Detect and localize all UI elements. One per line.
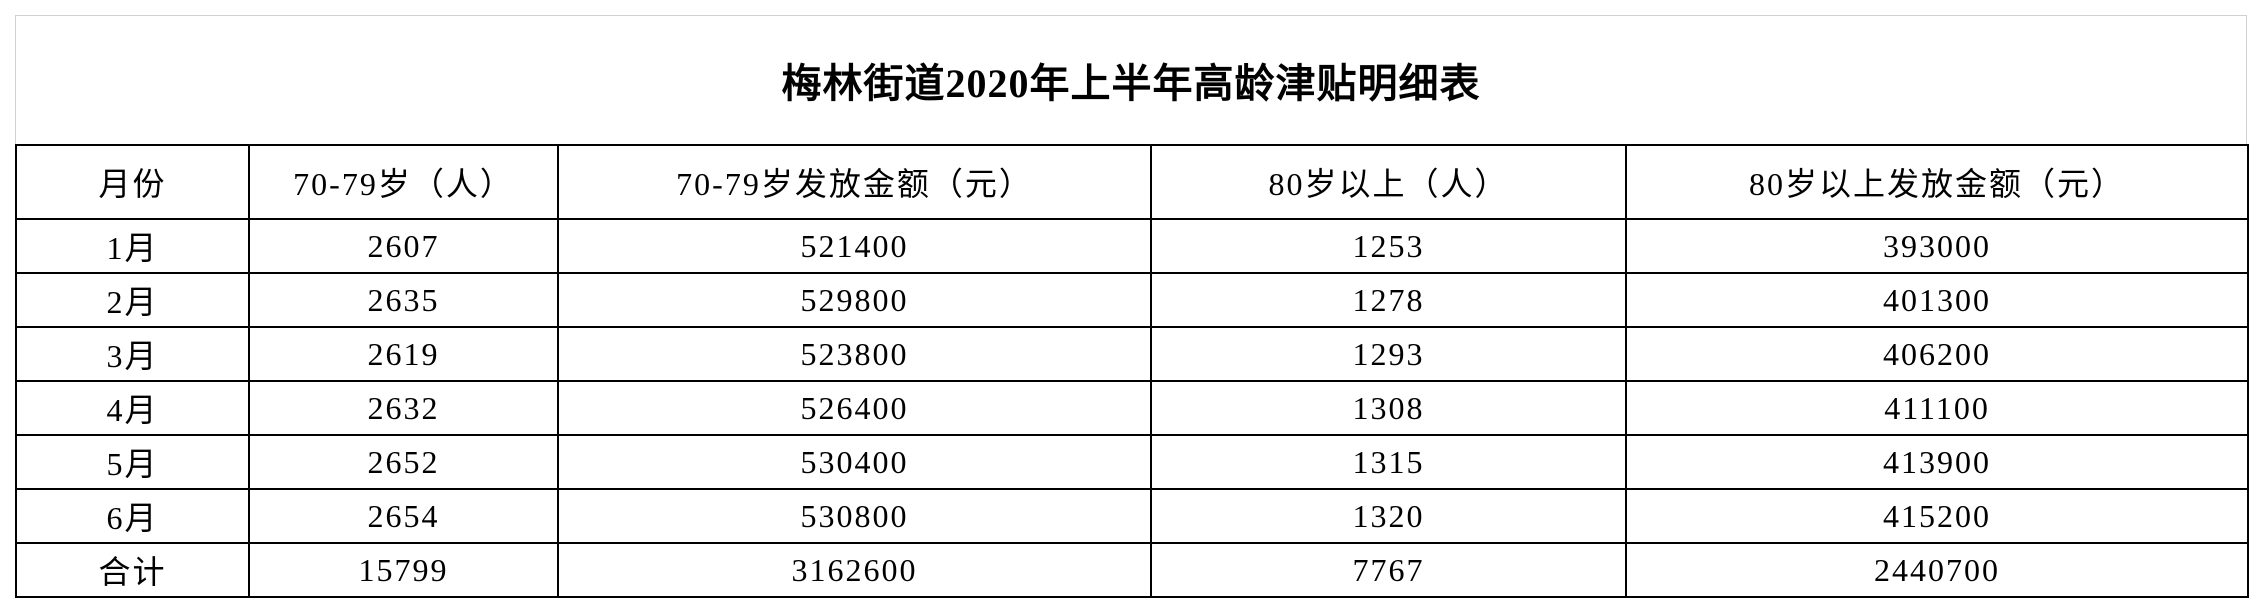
cell-count-70-79: 2652: [248, 434, 559, 490]
cell-amount-80-plus: 393000: [1625, 218, 2249, 274]
table-row: 3月 2619 523800 1293 406200: [15, 326, 2249, 382]
table-row: 6月 2654 530800 1320 415200: [15, 488, 2249, 544]
cell-count-80-plus: 1315: [1150, 434, 1627, 490]
cell-amount-70-79: 523800: [557, 326, 1152, 382]
cell-count-80-plus: 1293: [1150, 326, 1627, 382]
cell-amount-80-plus: 2440700: [1625, 542, 2249, 598]
table-header-row: 月份 70-79岁（人） 70-79岁发放金额（元） 80岁以上（人） 80岁以…: [15, 144, 2249, 220]
title-frame: [15, 15, 2247, 144]
cell-count-70-79: 2654: [248, 488, 559, 544]
subsidy-table: 月份 70-79岁（人） 70-79岁发放金额（元） 80岁以上（人） 80岁以…: [15, 144, 2249, 598]
cell-amount-70-79: 526400: [557, 380, 1152, 436]
total-row: 合计 15799 3162600 7767 2440700: [15, 542, 2249, 598]
table-row: 5月 2652 530400 1315 413900: [15, 434, 2249, 490]
cell-count-70-79: 15799: [248, 542, 559, 598]
header-70-79-count: 70-79岁（人）: [248, 144, 559, 220]
cell-amount-80-plus: 415200: [1625, 488, 2249, 544]
cell-amount-80-plus: 413900: [1625, 434, 2249, 490]
cell-month: 2月: [15, 272, 250, 328]
cell-amount-80-plus: 406200: [1625, 326, 2249, 382]
header-month: 月份: [15, 144, 250, 220]
cell-month: 5月: [15, 434, 250, 490]
cell-amount-70-79: 530400: [557, 434, 1152, 490]
cell-count-80-plus: 1253: [1150, 218, 1627, 274]
cell-amount-80-plus: 411100: [1625, 380, 2249, 436]
cell-count-70-79: 2635: [248, 272, 559, 328]
cell-count-70-79: 2632: [248, 380, 559, 436]
cell-month: 1月: [15, 218, 250, 274]
header-70-79-amount: 70-79岁发放金额（元）: [557, 144, 1152, 220]
cell-count-80-plus: 1308: [1150, 380, 1627, 436]
cell-count-80-plus: 7767: [1150, 542, 1627, 598]
cell-amount-80-plus: 401300: [1625, 272, 2249, 328]
cell-amount-70-79: 530800: [557, 488, 1152, 544]
cell-count-70-79: 2619: [248, 326, 559, 382]
cell-month: 3月: [15, 326, 250, 382]
cell-month: 合计: [15, 542, 250, 598]
table-row: 4月 2632 526400 1308 411100: [15, 380, 2249, 436]
header-80-plus-count: 80岁以上（人）: [1150, 144, 1627, 220]
cell-amount-70-79: 521400: [557, 218, 1152, 274]
table-row: 2月 2635 529800 1278 401300: [15, 272, 2249, 328]
cell-count-80-plus: 1320: [1150, 488, 1627, 544]
page-title: 梅林街道2020年上半年高龄津贴明细表: [781, 60, 1481, 106]
cell-count-80-plus: 1278: [1150, 272, 1627, 328]
cell-amount-70-79: 529800: [557, 272, 1152, 328]
cell-count-70-79: 2607: [248, 218, 559, 274]
cell-month: 4月: [15, 380, 250, 436]
cell-month: 6月: [15, 488, 250, 544]
cell-amount-70-79: 3162600: [557, 542, 1152, 598]
table-row: 1月 2607 521400 1253 393000: [15, 218, 2249, 274]
header-80-plus-amount: 80岁以上发放金额（元）: [1625, 144, 2249, 220]
